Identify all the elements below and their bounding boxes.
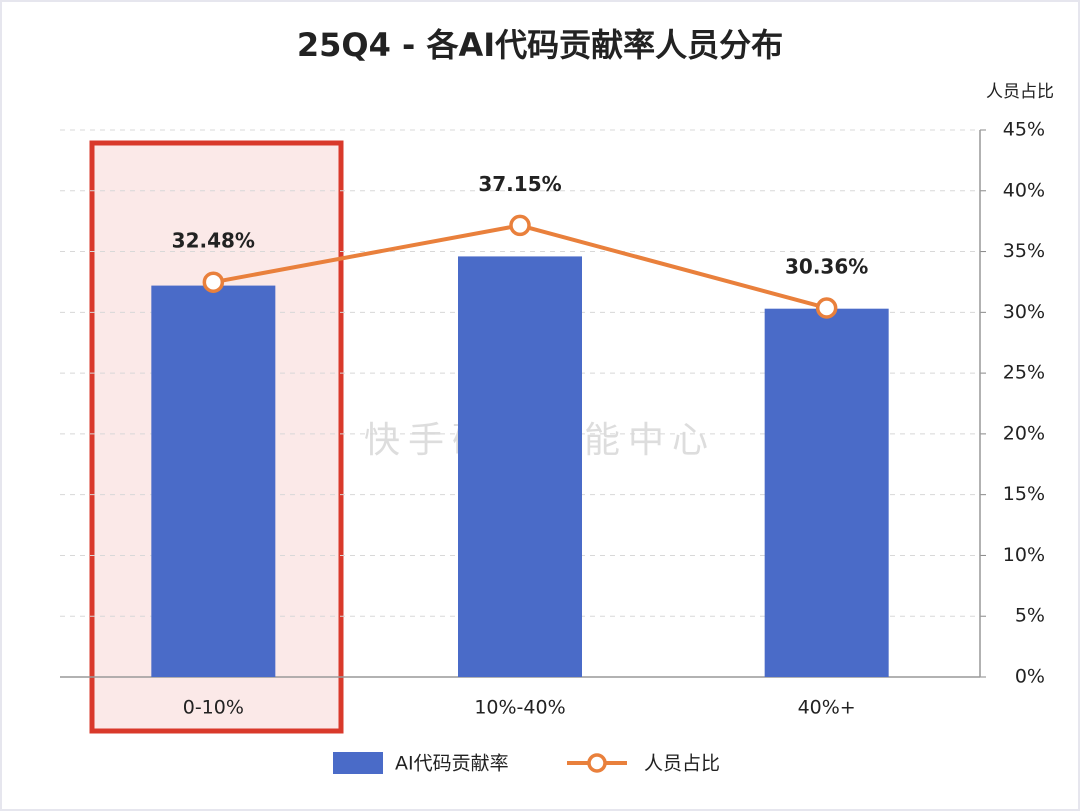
bar [458, 256, 582, 677]
x-tick-label: 40%+ [798, 697, 856, 719]
data-label: 30.36% [785, 254, 868, 278]
y-tick-label: 25% [1003, 362, 1045, 384]
x-tick-label: 0-10% [183, 697, 244, 719]
plot: 0% 5% 10% 15% 20% 25% 30% 35% 40% 45% 0-10% 10%-40%… [60, 119, 1045, 775]
y-tick-label: 10% [1003, 544, 1045, 566]
legend-label: AI代码贡献率 [395, 753, 509, 775]
line-marker [202, 271, 225, 293]
chart-title: 25Q4 - 各AI代码贡献率人员分布 [297, 26, 783, 64]
y-tick-label: 30% [1003, 301, 1045, 323]
y-tick-label: 35% [1003, 240, 1045, 262]
line-marker [509, 214, 531, 237]
bar [764, 308, 889, 677]
x-tick-label: 10%-40% [474, 697, 565, 719]
bar [151, 285, 276, 677]
legend-swatch [333, 752, 383, 774]
line-marker [815, 297, 838, 319]
y-tick-label: 40% [1003, 179, 1045, 201]
data-label: 37.15% [478, 172, 561, 196]
legend-swatch [587, 753, 607, 773]
y-tick-label: 45% [1003, 119, 1045, 141]
y-tick-label: 20% [1003, 422, 1045, 444]
axis-title: 人员占比 [986, 82, 1054, 102]
legend-label: 人员占比 [644, 753, 720, 775]
y-tick-label: 0% [1015, 666, 1045, 688]
data-label: 32.48% [172, 229, 255, 253]
y-tick-label: 15% [1003, 483, 1045, 505]
y-tick-label: 5% [1015, 605, 1045, 627]
